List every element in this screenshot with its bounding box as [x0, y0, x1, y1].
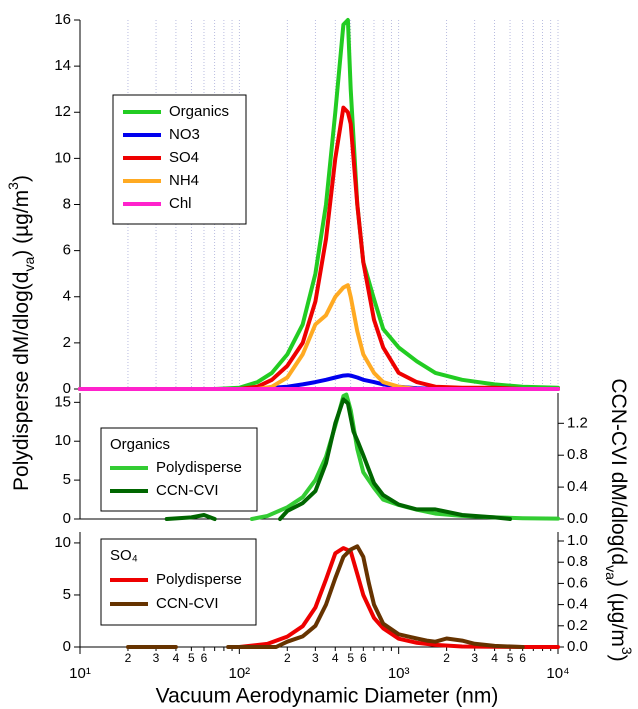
x-minor-label: 4 [173, 651, 180, 665]
x-tick-label: 10³ [388, 665, 410, 682]
y-tick-label: 14 [54, 57, 71, 74]
y-tick-label: 12 [54, 103, 71, 120]
legend-label: Chl [169, 195, 192, 212]
y-axis-label-part: ) (µg/m [10, 190, 33, 257]
y2-tick-label: 0.8 [567, 553, 588, 570]
legend-label: Organics [169, 103, 229, 120]
x-minor-label: 4 [491, 651, 498, 665]
legend-label: CCN-CVI [156, 595, 219, 612]
legend-label: NH4 [169, 172, 199, 189]
x-minor-label: 6 [201, 651, 208, 665]
y2-axis-label-part: CCN-CVI dM/dlog(d [607, 378, 630, 565]
y-tick-label: 5 [63, 471, 71, 488]
y2-axis-label-part: 3 [619, 647, 635, 655]
legend-title: SO₄ [110, 547, 138, 564]
y2-tick-label: 0.6 [567, 574, 588, 591]
y2-tick-label: 0.0 [567, 510, 588, 527]
x-minor-label: 3 [471, 651, 478, 665]
y-axis-label-part: ) [10, 175, 33, 182]
legend-label: NO3 [169, 126, 200, 143]
y2-axis-label-part: va [603, 565, 619, 580]
x-minor-label: 5 [188, 651, 195, 665]
y2-tick-label: 0.4 [567, 478, 588, 495]
y2-tick-label: 0.4 [567, 596, 588, 613]
y2-axis-label-part: ) (µg/m [607, 580, 630, 647]
x-minor-label: 6 [360, 651, 367, 665]
x-minor-label: 2 [284, 651, 291, 665]
y-tick-label: 16 [54, 11, 71, 28]
x-minor-label: 6 [519, 651, 526, 665]
series-line [126, 544, 525, 649]
y2-tick-label: 0.2 [567, 617, 588, 634]
series-line [237, 546, 560, 649]
y2-tick-label: 0.0 [567, 638, 588, 655]
legend-label: Polydisperse [156, 459, 242, 476]
series-line [78, 283, 560, 391]
x-tick-label: 10² [228, 665, 250, 682]
x-minor-label: 5 [347, 651, 354, 665]
y-tick-label: 6 [63, 242, 71, 259]
y-tick-label: 10 [54, 149, 71, 166]
y2-tick-label: 1.0 [567, 532, 588, 549]
x-minor-label: 4 [332, 651, 339, 665]
y-tick-label: 15 [54, 393, 71, 410]
y2-axis-label: CCN-CVI dM/dlog(dva) (µg/m3) [603, 378, 635, 661]
x-minor-label: 3 [312, 651, 319, 665]
y2-tick-label: 0.8 [567, 446, 588, 463]
y2-axis-label-part: ) [607, 655, 630, 662]
y-tick-label: 0 [63, 510, 71, 527]
legend-title: Organics [110, 436, 170, 453]
legend-label: CCN-CVI [156, 482, 219, 499]
legend-label: SO4 [169, 149, 199, 166]
y-tick-label: 10 [54, 432, 71, 449]
y-tick-label: 2 [63, 334, 71, 351]
x-axis-label: Vacuum Aerodynamic Diameter (nm) [156, 685, 499, 708]
y-axis-label-part: 3 [5, 182, 21, 190]
y-tick-label: 0 [63, 380, 71, 397]
series-line [164, 397, 512, 521]
y-axis-label-part: Polydisperse dM/dlog(d [10, 272, 33, 491]
x-minor-label: 3 [153, 651, 160, 665]
x-minor-label: 2 [125, 651, 132, 665]
y-tick-label: 5 [63, 586, 71, 603]
y-axis-label: Polydisperse dM/dlog(dva) (µg/m3) [5, 175, 37, 491]
y-tick-label: 10 [54, 534, 71, 551]
y2-tick-label: 1.2 [567, 414, 588, 431]
x-tick-label: 10¹ [69, 665, 91, 682]
x-minor-label: 5 [507, 651, 514, 665]
y-axis-label-part: va [21, 257, 37, 272]
y-tick-label: 0 [63, 638, 71, 655]
series-line [249, 392, 560, 521]
y-tick-label: 4 [63, 288, 71, 305]
legend-label: Polydisperse [156, 571, 242, 588]
x-tick-label: 10⁴ [546, 665, 569, 682]
x-minor-label: 2 [443, 651, 450, 665]
y-tick-label: 8 [63, 195, 71, 212]
